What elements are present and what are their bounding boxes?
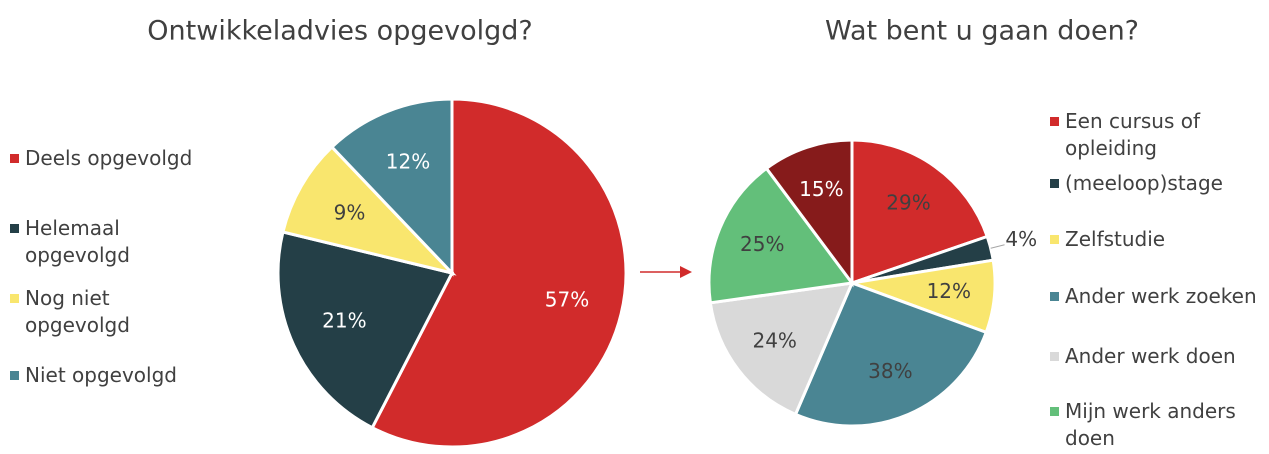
legend-label: Ander werk doen (1065, 344, 1236, 368)
data-label: 12% (386, 150, 430, 174)
legend-item: Ander werk zoeken (1050, 283, 1257, 310)
legend-label: Zelfstudie (1065, 227, 1166, 251)
legend-item: Deels opgevolgd (10, 145, 192, 172)
legend-swatch (1050, 407, 1059, 416)
legend-label: Helemaal opgevolgd (25, 216, 130, 267)
pie-slice (764, 138, 854, 288)
legend-label: Een cursus of opleiding (1065, 109, 1201, 160)
data-label: 24% (752, 328, 796, 352)
pie-slice (281, 144, 457, 276)
legend-item: Helemaal opgevolgd (10, 215, 210, 269)
legend-item: Nog niet opgevolgd (10, 285, 210, 339)
data-label: 25% (740, 232, 784, 256)
chart-title: Ontwikkeladvies opgevolgd? (147, 16, 532, 47)
legend-swatch (1050, 235, 1059, 244)
data-label: 21% (322, 309, 366, 333)
legend-label: Mijn werk anders doen (1065, 399, 1236, 450)
pie-slice (793, 281, 989, 428)
legend-label: Nog niet opgevolgd (25, 286, 130, 337)
legend-item: Ander werk doen (1050, 343, 1236, 370)
leader-line (990, 244, 1005, 249)
legend-item: Een cursus of opleiding (1050, 108, 1265, 162)
data-label: 29% (886, 190, 930, 214)
pie-slice (276, 230, 455, 430)
legend-swatch (10, 294, 19, 303)
legend-label: Deels opgevolgd (25, 146, 193, 170)
legend-swatch (10, 371, 19, 380)
legend-item: Niet opgevolgd (10, 362, 177, 389)
legend-swatch (1050, 117, 1059, 126)
legend-swatch (1050, 179, 1059, 188)
data-label: 57% (545, 287, 589, 311)
legend-label: (meeloop)stage (1065, 171, 1223, 195)
legend-item: (meeloop)stage (1050, 170, 1223, 197)
chart-title: Wat bent u gaan doen? (825, 16, 1139, 47)
data-label: 12% (927, 279, 971, 303)
pie-slice (329, 97, 454, 277)
legend-swatch (1050, 352, 1059, 361)
pie-slice (707, 166, 855, 305)
legend-swatch (1050, 292, 1059, 301)
data-label: 9% (334, 200, 366, 224)
legend-label: Ander werk zoeken (1065, 284, 1257, 308)
data-label: 38% (868, 359, 912, 383)
arrow-head (680, 266, 692, 278)
legend-swatch (10, 224, 19, 233)
legend-item: Zelfstudie (1050, 226, 1165, 253)
data-label: 15% (799, 177, 843, 201)
pie-slice (370, 97, 628, 449)
legend-swatch (10, 154, 19, 163)
data-label: 4% (1005, 227, 1037, 251)
legend-item: Mijn werk anders doen (1050, 398, 1265, 452)
legend-label: Niet opgevolgd (25, 363, 177, 387)
pie-slice (708, 281, 855, 417)
